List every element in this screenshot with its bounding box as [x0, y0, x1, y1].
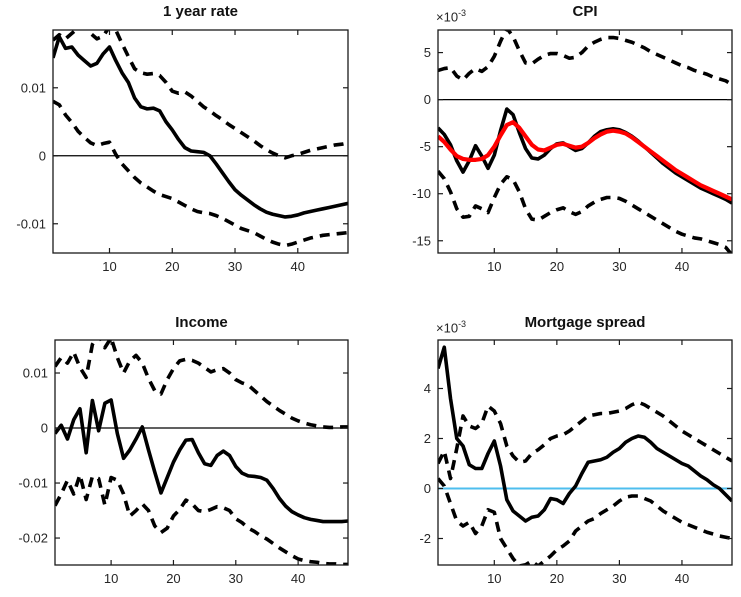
- series-band-upper: [53, 30, 348, 160]
- y-tick-label: -2: [419, 531, 431, 546]
- series-band-upper: [438, 400, 732, 481]
- y-tick-label: -10: [412, 186, 431, 201]
- exponent-base: ×10: [436, 9, 459, 25]
- x-tick-label: 20: [550, 259, 564, 274]
- series-irf-overlay-red: [438, 120, 732, 202]
- exponent-power: -3: [458, 8, 467, 18]
- subplot-title-1-year-rate: 1 year rate: [162, 3, 239, 20]
- y-tick-label: -0.02: [18, 531, 48, 546]
- x-tick-label: 10: [104, 571, 118, 586]
- y-tick-label: 5: [424, 45, 431, 60]
- exponent-power: -3: [458, 319, 467, 329]
- axis-box: [52, 29, 349, 254]
- axis-box: [437, 339, 733, 566]
- series-irf-median: [53, 34, 348, 219]
- x-tick-label: 30: [612, 259, 626, 274]
- subplot-title-income: Income: [175, 314, 228, 331]
- x-tick-label: 20: [550, 571, 564, 586]
- y-tick-label: 0: [424, 92, 431, 107]
- axis-box: [54, 339, 349, 566]
- x-tick-label: 10: [487, 259, 501, 274]
- axis-box: [437, 29, 733, 254]
- series-band-lower: [438, 169, 732, 253]
- series-band-lower: [55, 472, 348, 565]
- x-tick-label: 10: [102, 259, 116, 274]
- x-tick-label: 40: [675, 571, 689, 586]
- y-tick-label: -0.01: [18, 476, 48, 491]
- y-axis-exponent-label: ×10-3: [436, 8, 466, 24]
- series-band-upper: [438, 30, 732, 87]
- y-tick-label: 0.01: [21, 80, 46, 95]
- series-irf-median: [438, 345, 732, 523]
- y-axis-exponent-label: ×10-3: [436, 319, 466, 335]
- x-tick-label: 40: [291, 571, 305, 586]
- y-tick-label: 0.01: [23, 366, 48, 381]
- subplot-cpi: 10 20 30 40 5 0 -5 -10 -15 CPI ×10-3: [370, 0, 741, 300]
- series-band-upper: [55, 340, 348, 430]
- y-tick-label: -15: [412, 233, 431, 248]
- plot-area-income: 10 20 30 40 0.01 0 -0.01 -0.02: [18, 339, 349, 586]
- series-band-lower: [438, 477, 732, 565]
- x-tick-label: 40: [291, 259, 305, 274]
- y-tick-label: -0.01: [16, 216, 46, 231]
- y-tick-label: -5: [419, 139, 431, 154]
- subplot-mortgage-spread: 10 20 30 40 4 2 0 -2 Mortgage spread ×10-3: [370, 300, 741, 597]
- exponent-base: ×10: [436, 320, 459, 336]
- series-band-lower: [53, 99, 348, 248]
- x-tick-label: 10: [487, 571, 501, 586]
- x-tick-label: 30: [229, 571, 243, 586]
- subplot-title-mortgage-spread: Mortgage spread: [524, 314, 646, 331]
- y-tick-label: 0: [41, 421, 48, 436]
- subplot-1-year-rate: 10 20 30 40 0.01 0 -0.01 1 year rate: [0, 0, 370, 300]
- subplot-title-cpi: CPI: [572, 3, 598, 20]
- series-irf-median: [55, 398, 348, 524]
- series-irf-median: [438, 107, 732, 205]
- x-tick-label: 20: [166, 571, 180, 586]
- plot-area-1-year-rate: 10 20 30 40 0.01 0 -0.01: [16, 29, 349, 274]
- y-tick-label: 0: [424, 481, 431, 496]
- y-tick-label: 4: [424, 381, 431, 396]
- x-tick-label: 30: [612, 571, 626, 586]
- y-tick-label: 0: [39, 148, 46, 163]
- subplot-income: 10 20 30 40 0.01 0 -0.01 -0.02 Income: [0, 300, 370, 597]
- y-tick-label: 2: [424, 431, 431, 446]
- x-tick-label: 30: [228, 259, 242, 274]
- x-tick-label: 40: [675, 259, 689, 274]
- x-tick-label: 20: [165, 259, 179, 274]
